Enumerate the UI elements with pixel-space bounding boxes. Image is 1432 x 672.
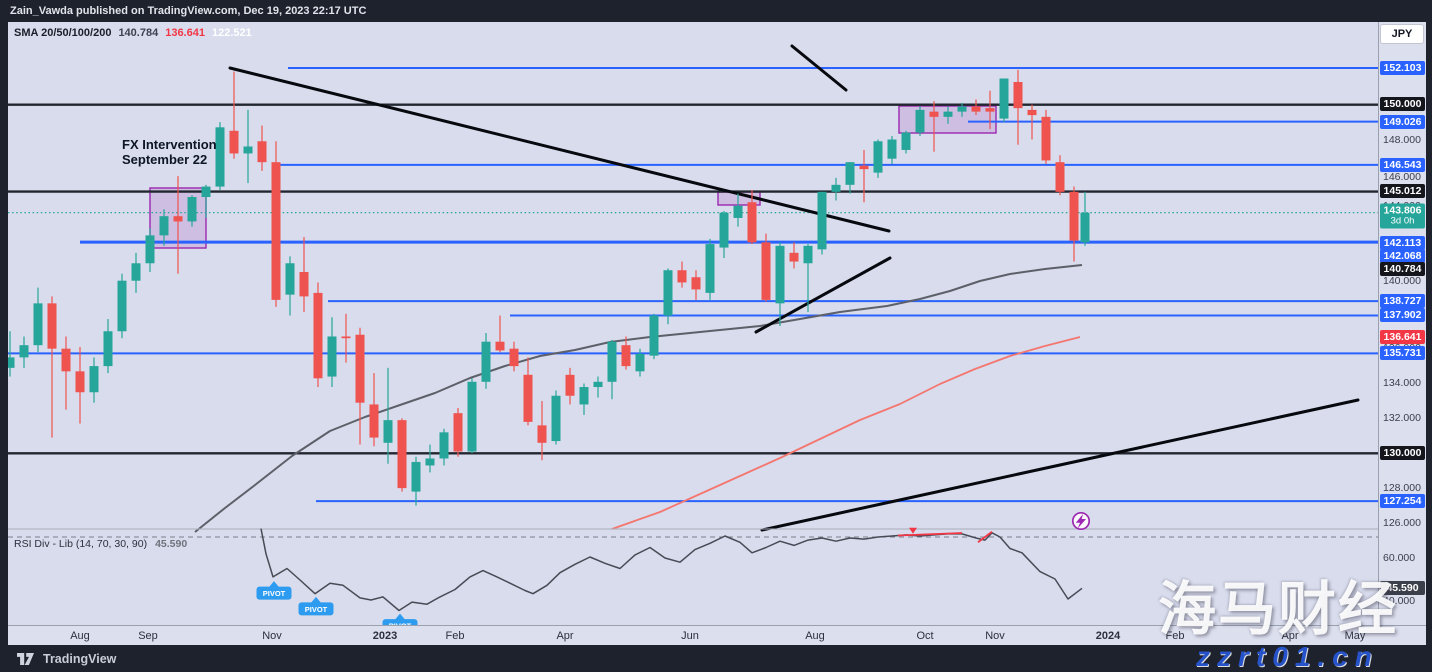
axis-time-label: Jun (681, 630, 699, 642)
tradingview-brand-text[interactable]: TradingView (43, 651, 117, 666)
tradingview-logo-icon[interactable] (16, 652, 35, 666)
axis-price-label: 40.000 (1383, 595, 1416, 607)
currency-jpy-button[interactable]: JPY (1380, 24, 1424, 44)
axis-time-label: Apr (1281, 630, 1299, 642)
axis-time-label: 2023 (372, 630, 398, 642)
sma-legend-value: 122.521 (211, 27, 252, 39)
axis-price-label: 132.000 (1383, 412, 1421, 424)
price-level-badge[interactable]: 130.000 (1380, 446, 1425, 460)
fx-intervention-annotation[interactable]: FX Intervention September 22 (122, 137, 217, 167)
price-level-badge[interactable]: 143.806 3d 0h (1380, 203, 1425, 229)
frame-right-edge (1426, 22, 1432, 645)
price-level-badge[interactable]: 152.103 (1380, 61, 1425, 75)
sma-legend-value: 136.641 (165, 27, 205, 39)
price-level-badge[interactable]: 142.068 (1380, 249, 1425, 263)
price-level-badge[interactable]: 145.012 (1380, 184, 1425, 198)
price-level-badge[interactable]: 127.254 (1380, 494, 1425, 508)
sma-legend-title: SMA 20/50/100/200 (14, 27, 112, 39)
axis-time-label: Nov (985, 630, 1005, 642)
axis-time-label: Apr (556, 630, 574, 642)
countdown-label: 3d 0h (1390, 215, 1415, 227)
chart-canvas[interactable] (8, 22, 1378, 625)
footer-bar: TradingView (0, 645, 1432, 672)
axis-time-label: Aug (70, 630, 90, 642)
axis-time-label: Sep (138, 630, 158, 642)
price-level-badge[interactable]: 45.590 (1380, 581, 1425, 595)
sma-legend-value: 140.784 (118, 27, 159, 39)
axis-time-label: Feb (445, 630, 465, 642)
axis-time-label: Feb (1165, 630, 1185, 642)
sma-legend-values: 140.784 136.641 122.521 (111, 27, 251, 39)
price-level-badge[interactable]: 138.727 (1380, 294, 1425, 308)
price-level-badge[interactable]: 136.641 (1380, 330, 1425, 344)
watermark-url: zzrt01.cn (1196, 641, 1379, 672)
price-level-badge[interactable]: 149.026 (1380, 115, 1425, 129)
price-level-badge[interactable]: 146.543 (1380, 158, 1425, 172)
axis-price-label: 60.000 (1383, 552, 1416, 564)
axis-price-label: 128.000 (1383, 482, 1421, 494)
axis-price-label: 134.000 (1383, 377, 1421, 389)
price-level-badge[interactable]: 150.000 (1380, 97, 1425, 111)
axis-time-label: May (1344, 630, 1366, 642)
price-level-badge[interactable]: 142.113 (1380, 236, 1425, 250)
rsi-legend-value: 45.590 (155, 538, 188, 550)
price-axis[interactable] (1378, 22, 1426, 625)
axis-price-label: 126.000 (1383, 517, 1421, 529)
publication-info: Zain_Vawda published on TradingView.com,… (10, 5, 367, 17)
rsi-legend-title: RSI Div - Lib (14, 70, 30, 90) (14, 538, 148, 550)
axis-time-label: Aug (805, 630, 825, 642)
price-level-badge[interactable]: 140.784 (1380, 262, 1425, 276)
axis-price-label: 148.000 (1383, 134, 1421, 146)
publication-header: Zain_Vawda published on TradingView.com,… (0, 0, 1432, 22)
rsi-legend: RSI Div - Lib (14, 70, 30, 90) 45.590 (14, 538, 187, 550)
annotation-line-2: September 22 (122, 152, 208, 167)
axis-price-label: 146.000 (1383, 171, 1421, 183)
axis-time-label: 2024 (1095, 630, 1121, 642)
price-level-badge[interactable]: 137.902 (1380, 308, 1425, 322)
time-axis[interactable] (8, 625, 1426, 645)
sma-legend: SMA 20/50/100/200 140.784 136.641 122.521 (14, 27, 252, 39)
axis-time-label: Oct (916, 630, 934, 642)
annotation-line-1: FX Intervention (122, 137, 217, 152)
axis-price-label: 140.000 (1383, 275, 1421, 287)
price-level-badge[interactable]: 135.731 (1380, 346, 1425, 360)
watermark-cjk: 海马财经 (1158, 575, 1399, 643)
axis-time-label: Nov (262, 630, 282, 642)
